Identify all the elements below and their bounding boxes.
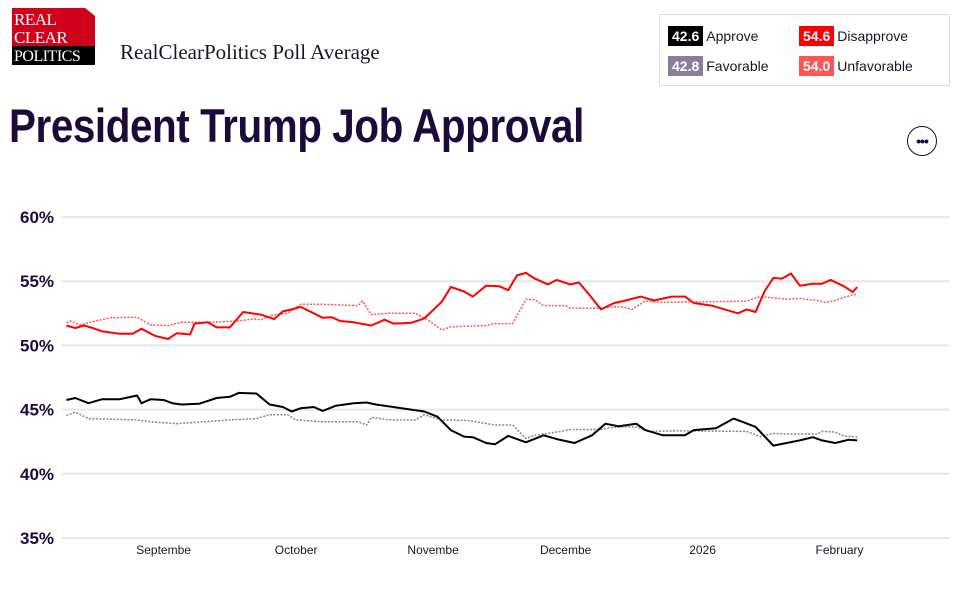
series-line-unfavorable	[66, 293, 858, 331]
x-tick-label: 2026	[689, 543, 716, 557]
favorable-value: 42.8	[668, 56, 704, 76]
series-line-disapprove	[66, 271, 858, 340]
more-options-button[interactable]: •••	[907, 126, 937, 156]
approve-value: 42.6	[668, 26, 704, 46]
disapprove-value: 54.6	[799, 26, 835, 46]
logo-text-clear: CLEAR	[14, 28, 68, 47]
x-tick-label: Novembe	[407, 543, 459, 557]
poll-average-subtitle: RealClearPolitics Poll Average	[120, 40, 380, 64]
approval-line-chart: 60% 55% 50% 45% 40% 35% Septembe October Novembe…	[20, 208, 950, 557]
legend-disapprove: 54.6 Disapprove	[799, 26, 908, 46]
legend-box: 42.6 Approve 54.6 Disapprove 42.8 Favora…	[659, 14, 950, 86]
logo-band	[12, 46, 95, 65]
y-tick-label: 45%	[20, 401, 54, 420]
series-line-favorable	[66, 411, 858, 440]
approve-label: Approve	[706, 28, 759, 44]
rcp-logo[interactable]: REAL CLEAR POLITICS	[12, 8, 95, 65]
y-tick-label: 60%	[20, 208, 54, 227]
legend-approve: 42.6 Approve	[668, 26, 758, 46]
x-tick-label: February	[816, 543, 864, 557]
unfavorable-value: 54.0	[799, 56, 835, 76]
y-tick-label: 50%	[20, 336, 54, 355]
unfavorable-label: Unfavorable	[837, 58, 913, 74]
y-tick-label: 40%	[20, 465, 54, 484]
page-title: President Trump Job Approval	[9, 99, 584, 152]
favorable-label: Favorable	[706, 58, 769, 74]
y-tick-label: 55%	[20, 272, 54, 291]
legend-favorable: 42.8 Favorable	[668, 56, 769, 76]
y-tick-label: 35%	[20, 529, 54, 548]
logo-text-real: REAL	[14, 10, 57, 29]
x-tick-label: October	[275, 543, 318, 557]
logo-text-politics: POLITICS	[14, 48, 81, 65]
series-line-approve	[66, 391, 858, 447]
legend-unfavorable: 54.0 Unfavorable	[799, 56, 913, 76]
x-tick-label: Decembe	[540, 543, 592, 557]
x-tick-label: Septembe	[136, 543, 191, 557]
disapprove-label: Disapprove	[837, 28, 909, 44]
